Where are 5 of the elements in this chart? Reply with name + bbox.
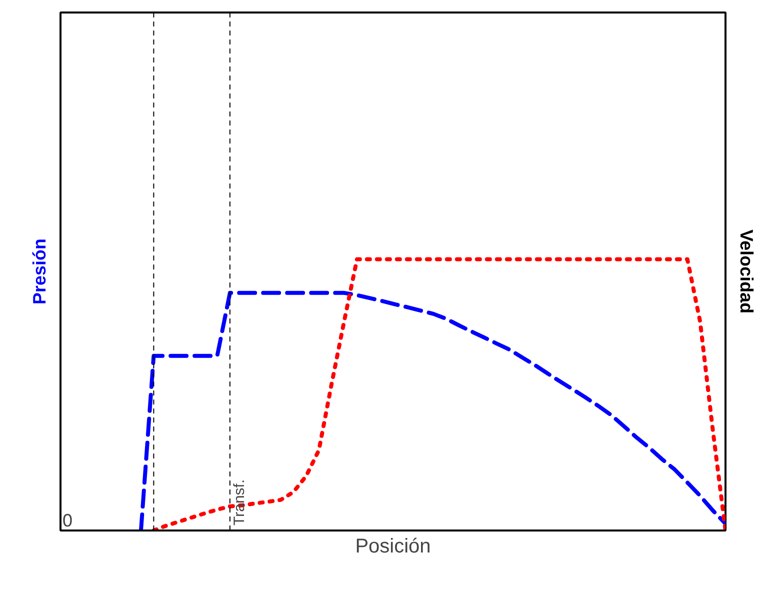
y-axis-title: Presión xyxy=(30,238,50,305)
y2-axis-title: Velocidad xyxy=(736,229,756,314)
text: 0 xyxy=(62,510,73,530)
annotation: Transf. xyxy=(230,479,248,526)
x-axis-title: Posición xyxy=(355,536,431,558)
